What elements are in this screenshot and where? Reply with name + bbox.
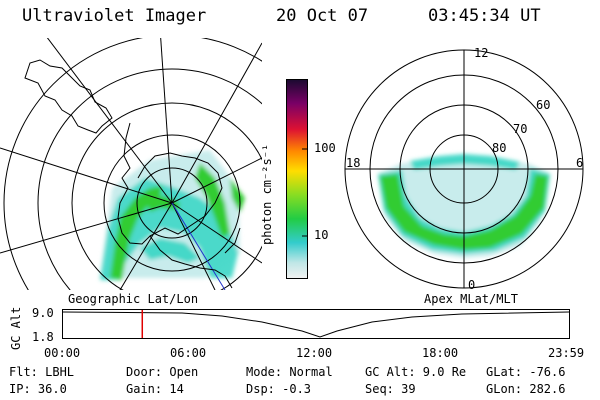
aurora-image-left — [100, 150, 245, 280]
info-ip: IP: 36.0 — [9, 382, 67, 396]
mlt-label-18: 18 — [346, 156, 361, 170]
apex-polar-map — [344, 49, 584, 289]
time-tick-2359: 23:59 — [548, 346, 585, 360]
right-map-caption: Apex MLat/MLT — [424, 292, 518, 306]
mlat-label-70: 70 — [513, 122, 528, 136]
color-bar — [286, 79, 308, 279]
info-dsp: Dsp: -0.3 — [246, 382, 312, 396]
altitude-timeline[interactable] — [62, 309, 572, 340]
time-tick-0000: 00:00 — [44, 346, 81, 360]
mlat-label-80: 80 — [492, 141, 507, 155]
info-gc-altitude: GC Alt: 9.0 Re — [365, 365, 467, 379]
info-gain: Gain: 14 — [126, 382, 184, 396]
app-title: Ultraviolet Imager — [22, 6, 207, 26]
info-glon: GLon: 282.6 — [486, 382, 566, 396]
latitude-grid — [3, 38, 262, 290]
header-time: 03:45:34 UT — [428, 6, 541, 26]
mlat-label-60: 60 — [536, 98, 551, 112]
mlt-label-12: 12 — [474, 46, 489, 60]
time-tick-0600: 06:00 — [170, 346, 207, 360]
geographic-map — [0, 38, 262, 290]
altitude-curve — [62, 311, 570, 338]
info-glat: GLat: -76.6 — [486, 365, 566, 379]
mlt-label-6: 6 — [576, 156, 584, 170]
info-filter: Flt: LBHL — [9, 365, 75, 379]
altitude-ytick-max: 9.0 — [32, 306, 54, 320]
left-map-caption: Geographic Lat/Lon — [68, 292, 199, 306]
coastline — [24, 59, 241, 289]
time-tick-1800: 18:00 — [422, 346, 459, 360]
colorbar-label: photon cm⁻²s⁻¹ — [260, 143, 274, 245]
colorbar-tick-10: 10 — [314, 228, 329, 242]
mlt-label-0: 0 — [468, 278, 476, 292]
altitude-ytick-min: 1.8 — [32, 330, 54, 344]
meridian-grid — [0, 38, 262, 290]
info-door: Door: Open — [126, 365, 199, 379]
polar-grid — [344, 49, 584, 289]
info-sequence: Seq: 39 — [365, 382, 416, 396]
info-mode: Mode: Normal — [246, 365, 333, 379]
altitude-ylabel: GC Alt — [9, 306, 23, 350]
colorbar-tick-100: 100 — [314, 141, 336, 155]
header-date: 20 Oct 07 — [276, 6, 369, 26]
time-tick-1200: 12:00 — [296, 346, 333, 360]
